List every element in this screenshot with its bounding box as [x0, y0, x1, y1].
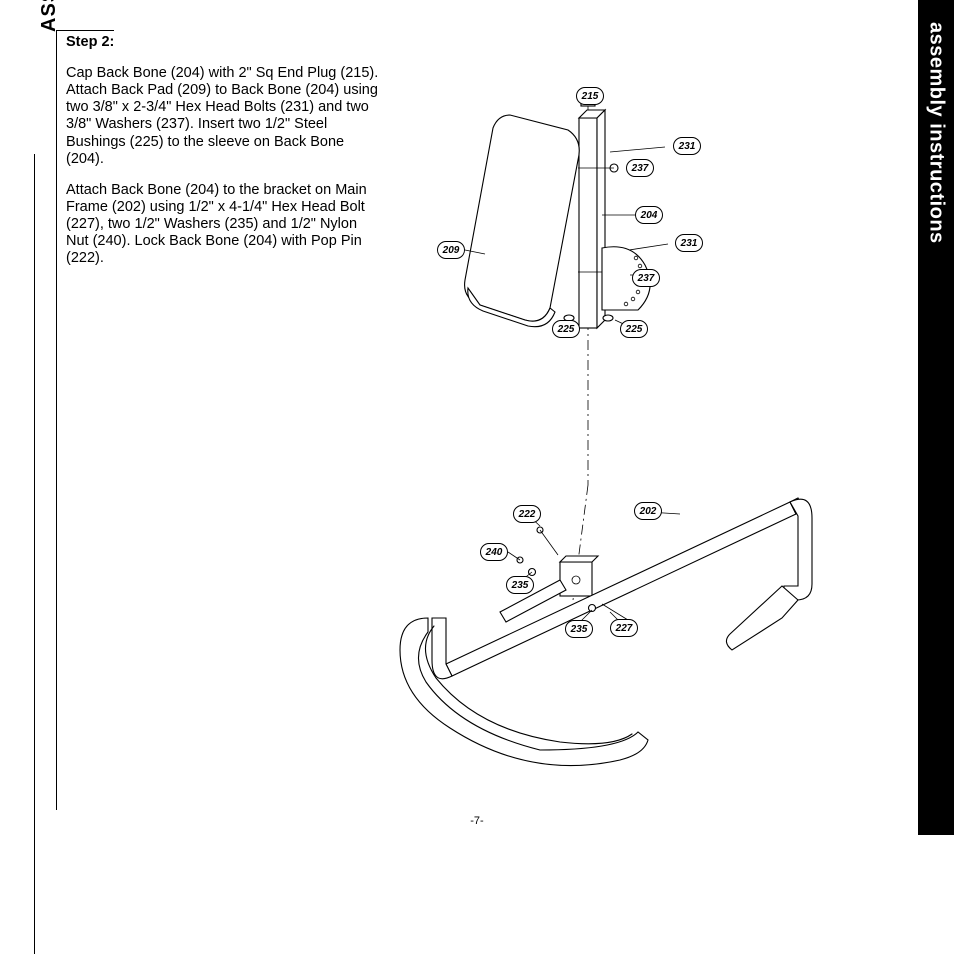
callout-204: 204 [635, 206, 663, 224]
instruction-text: Step 2: Cap Back Bone (204) with 2" Sq E… [66, 30, 380, 267]
step-title-label: Step 2 [66, 34, 110, 50]
callout-222: 222 [513, 505, 541, 523]
callout-237a: 237 [626, 159, 654, 177]
left-rule [56, 30, 57, 810]
callout-209: 209 [437, 241, 465, 259]
assembly-diagram: .ln { fill:none; stroke:#000; stroke-wid… [380, 60, 910, 780]
paragraph-1: Cap Back Bone (204) with 2" Sq End Plug … [66, 65, 380, 168]
callout-237b: 237 [632, 269, 660, 287]
callout-231a: 231 [673, 137, 701, 155]
left-tab-label: ASSEMBLY [38, 0, 60, 32]
callout-240: 240 [480, 543, 508, 561]
callout-225b: 225 [620, 320, 648, 338]
right-tab: assembly instructions [918, 0, 954, 835]
callout-231b: 231 [675, 234, 703, 252]
right-tab-label: assembly instructions [925, 22, 948, 244]
step-title-colon: : [110, 34, 115, 50]
callout-235a: 235 [506, 576, 534, 594]
callout-235b: 235 [565, 620, 593, 638]
callout-215: 215 [576, 87, 604, 105]
callout-227: 227 [610, 619, 638, 637]
step-title: Step 2: [66, 30, 114, 51]
page-number: -7- [0, 815, 954, 827]
left-tab-assembly: ASSEMBLY [38, 0, 61, 32]
callout-202: 202 [634, 502, 662, 520]
paragraph-2: Attach Back Bone (204) to the bracket on… [66, 182, 380, 268]
callout-225a: 225 [552, 320, 580, 338]
top-rule [56, 30, 66, 31]
